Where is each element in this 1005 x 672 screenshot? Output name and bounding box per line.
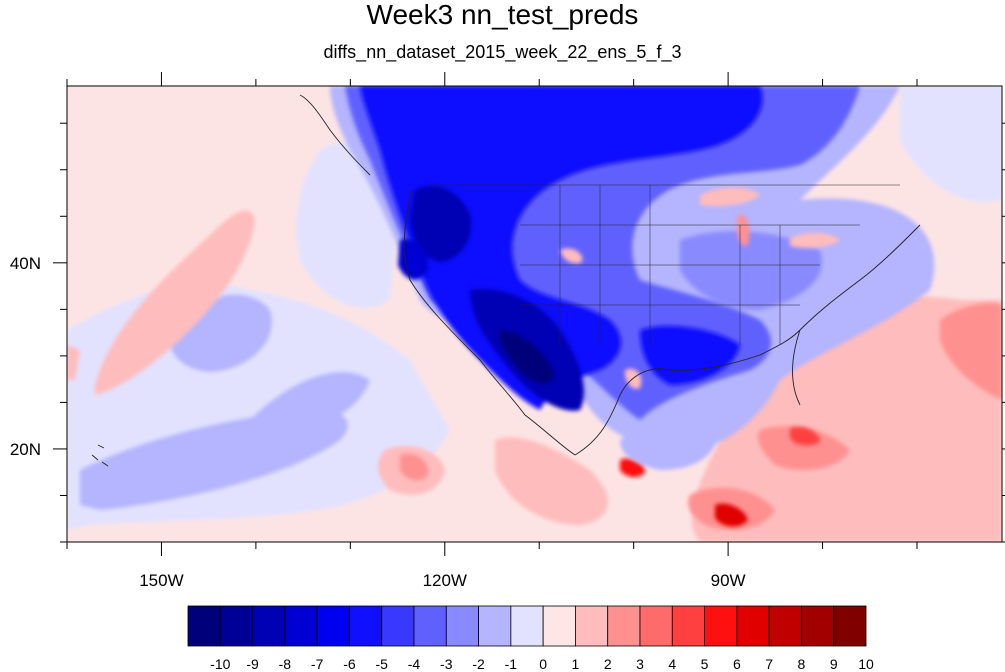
state-borders-east <box>700 224 860 345</box>
colorbar-label: 1 <box>572 656 580 672</box>
colorbar-swatch <box>445 605 479 647</box>
colorbar-swatch <box>284 605 318 647</box>
coastline-florida <box>792 329 801 406</box>
colorbar-label: 4 <box>668 656 676 672</box>
colorbar-label: 7 <box>765 656 773 672</box>
y-tick-label: 20N <box>10 440 41 459</box>
map-frame <box>66 85 1003 543</box>
y-tick-label: 40N <box>10 254 41 273</box>
coastline-alaska-bc <box>299 94 371 176</box>
anomaly-field <box>67 86 1002 542</box>
state-borders <box>520 185 700 345</box>
colorbar-label: 2 <box>604 656 612 672</box>
colorbar-label: -3 <box>440 656 453 672</box>
colorbar-label: -7 <box>311 656 324 672</box>
colorbar-label: -9 <box>246 656 259 672</box>
colorbar-swatch <box>704 605 738 647</box>
colorbar-label: 8 <box>798 656 806 672</box>
colorbar-label: -4 <box>408 656 421 672</box>
colorbar-swatch <box>833 605 867 647</box>
map-title: Week3 nn_test_preds <box>366 0 639 30</box>
colorbar-label: 3 <box>636 656 644 672</box>
colorbar-label: 10 <box>858 656 874 672</box>
colorbar-swatch <box>768 605 802 647</box>
colorbar-swatch <box>639 605 673 647</box>
colorbar-swatch <box>219 605 253 647</box>
colorbar-label: -1 <box>505 656 518 672</box>
field-warm-land-pockets <box>560 187 840 389</box>
field-darkest-blue-land <box>398 186 584 411</box>
coastline-east <box>799 224 921 331</box>
colorbar-swatch <box>349 605 383 647</box>
colorbar-swatch <box>736 605 770 647</box>
x-tick-label: 90W <box>711 571 746 590</box>
coastline-gulf <box>574 329 801 456</box>
axis-tick-labels: 150W 120W 90W 40N 20N <box>10 254 746 590</box>
colorbar-swatch <box>478 605 512 647</box>
colorbar-swatch <box>252 605 286 647</box>
colorbar-label: -6 <box>343 656 356 672</box>
colorbar-swatch <box>542 605 576 647</box>
coastline-hawaii <box>91 444 109 467</box>
colorbar-swatch <box>413 605 447 647</box>
coastline-west <box>403 189 576 456</box>
colorbar: -10 -9 -8 -7 -6 -5 -4 -3 -2 -1 0 1 2 3 4 5 6 7 8 9 10 <box>187 605 874 672</box>
colorbar-swatch <box>187 605 221 647</box>
coastlines <box>91 94 921 467</box>
colorbar-swatch <box>607 605 641 647</box>
colorbar-label: 9 <box>830 656 838 672</box>
map-subtitle: diffs_nn_dataset_2015_week_22_ens_5_f_3 <box>323 42 682 62</box>
colorbar-swatch <box>316 605 350 647</box>
colorbar-label: -5 <box>375 656 388 672</box>
colorbar-label: -8 <box>279 656 292 672</box>
colorbar-swatch <box>671 605 705 647</box>
field-strong-blue-land <box>360 86 763 410</box>
x-tick-label: 150W <box>139 571 183 590</box>
field-red-ocean <box>400 303 1002 530</box>
axis-ticks <box>53 72 1005 556</box>
colorbar-label: 6 <box>733 656 741 672</box>
colorbar-label: -10 <box>210 656 230 672</box>
field-dark-red-spots <box>620 426 820 527</box>
colorbar-label: 5 <box>701 656 709 672</box>
colorbar-swatch <box>575 605 609 647</box>
colorbar-label: -2 <box>472 656 485 672</box>
x-tick-label: 120W <box>423 571 467 590</box>
colorbar-swatch <box>381 605 415 647</box>
colorbar-swatch <box>801 605 835 647</box>
colorbar-label: 0 <box>539 656 547 672</box>
colorbar-swatch <box>510 605 544 647</box>
